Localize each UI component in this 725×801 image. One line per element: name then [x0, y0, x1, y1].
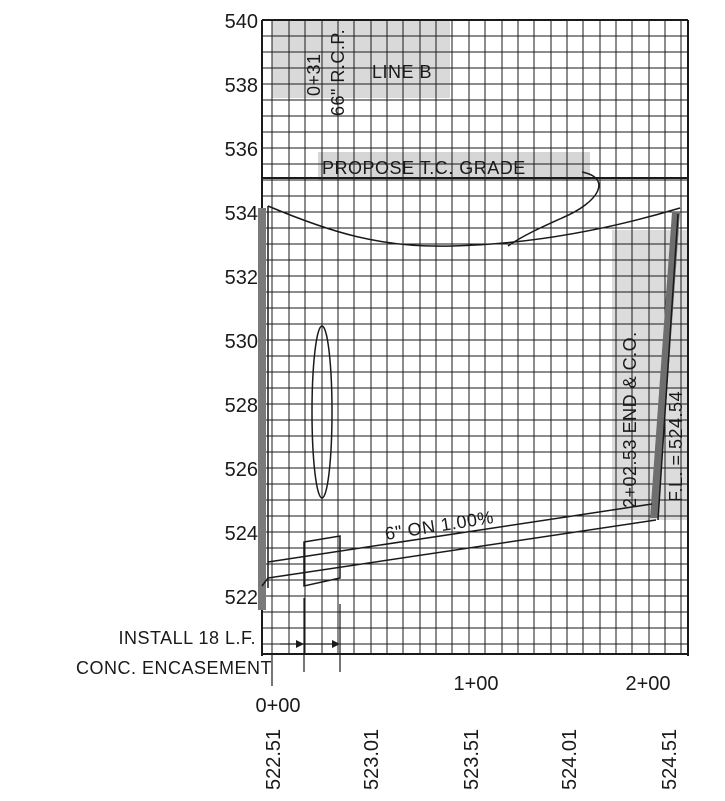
y-tick-522: 522 [225, 587, 258, 609]
rcp-crossing-ellipse [311, 325, 333, 499]
pipe-outer-line [261, 577, 269, 587]
encasement-label-1: INSTALL 18 L.F. [118, 628, 256, 648]
y-tick-526: 526 [225, 459, 258, 481]
rcp-label: 66" R.C.P. [328, 29, 348, 116]
grade-leader [507, 171, 600, 247]
y-tick-538: 538 [225, 75, 258, 97]
station-100: 1+00 [453, 673, 498, 695]
left-riser [258, 208, 266, 610]
shading-end-band [612, 230, 688, 520]
y-tick-534: 534 [225, 203, 258, 225]
bottom-value-2: 523.01 [361, 729, 383, 790]
bottom-value-4: 524.01 [559, 729, 581, 790]
bottom-value-5: 524.51 [659, 729, 681, 790]
dim-arrow-right [332, 640, 340, 648]
proposed-grade-curve [267, 205, 681, 247]
station-0: 0+00 [255, 695, 300, 717]
y-tick-528: 528 [225, 395, 258, 417]
dim-arrow-left [296, 640, 304, 648]
station-crossing-label: 0+31 [304, 53, 324, 96]
y-tick-530: 530 [225, 331, 258, 353]
line-name-label: LINE B [372, 62, 432, 82]
encasement-label-2: CONC. ENCASEMENT [76, 658, 272, 678]
shading-top-band [272, 20, 450, 98]
pipe-slope-label: 6" ON 1.00% [383, 507, 495, 544]
pipe-top-line [267, 503, 653, 563]
bottom-value-3: 523.51 [461, 729, 483, 790]
grade-label: PROPOSE T.C. GRADE [322, 158, 526, 178]
encasement-box [303, 535, 341, 587]
right-riser-edge [657, 213, 679, 521]
pipe-bottom-line [267, 519, 657, 579]
bottom-value-1: 522.51 [263, 729, 285, 790]
shading-grade-band [318, 152, 590, 180]
y-tick-532: 532 [225, 267, 258, 289]
flowline-label: F.L. = 524.54 [666, 391, 686, 502]
y-tick-536: 536 [225, 139, 258, 161]
y-tick-540: 540 [225, 11, 258, 33]
station-200: 2+00 [625, 673, 670, 695]
profile-grid [262, 19, 689, 653]
y-tick-524: 524 [225, 523, 258, 545]
end-cleanout-label: 2+02.53 END & C.O. [620, 331, 640, 508]
